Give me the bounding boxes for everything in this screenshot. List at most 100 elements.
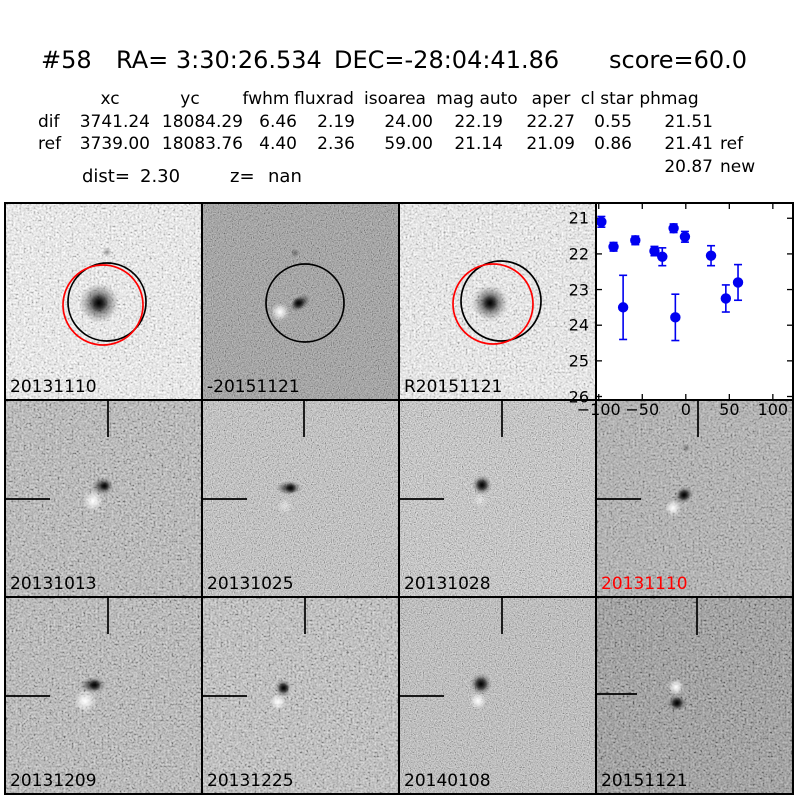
cutout-diff-image[interactable]: -20151121 [201,202,400,401]
cutout-epoch-1[interactable]: 20131013 [4,399,203,598]
col-header-yc: yc [180,89,200,109]
cutout-label: 20131025 [207,574,294,595]
ref-phmag: 21.41 [664,134,713,154]
plot-ytick-label: 26 [568,387,589,406]
data-point[interactable] [732,277,744,288]
dipole-dark-core [100,481,110,491]
faint-neighbor-source [102,247,112,257]
cutout-epoch-6[interactable]: 20131225 [201,596,400,795]
dipole-dark-core [278,682,290,694]
aperture-ring-black [460,260,542,342]
cutout-ref-image[interactable]: R20151121 [398,202,597,401]
dipole-white-blob [74,690,96,712]
plot-ytick-label: 25 [568,351,589,371]
ref-yc: 18083.76 [161,134,243,154]
cutout-epoch-4-current[interactable]: 20131110 [595,399,794,598]
dif-xc: 3741.24 [79,112,150,132]
candidate-dec: DEC=-28:04:41.86 [334,46,560,74]
dif-isoarea: 24.00 [384,112,433,132]
data-point[interactable] [649,245,660,257]
data-point[interactable] [679,231,691,242]
dipole-white-blob [470,693,486,709]
ref-aper: 21.09 [526,134,575,154]
data-point[interactable] [720,293,732,304]
plot-xtick-label: 50 [719,400,740,419]
col-header-fluxrad: fluxrad [294,89,354,109]
cutout-epoch-2[interactable]: 20131025 [201,399,400,598]
faint-neighbor-source [290,248,300,258]
dipole-white-blob [665,500,681,516]
dif-fwhm: 6.46 [259,112,297,132]
row-label-ref: ref [38,134,62,154]
cutout-new-image[interactable]: 20131110 [4,202,203,401]
dipole-white-blob [83,491,103,511]
dipole-white-blob [271,303,289,321]
candidate-score: score=60.0 [609,46,748,74]
cutout-label: -20151121 [207,377,300,398]
col-header-aper: aper [531,89,571,109]
dif-magauto: 22.19 [454,112,503,132]
data-point[interactable] [670,312,681,323]
col-header-magauto: mag auto [436,89,518,109]
new-phmag: 20.87 [664,157,713,177]
data-point[interactable] [668,223,679,234]
dif-clstar: 0.55 [594,112,632,132]
ref-phmag-suffix: ref [720,134,744,154]
ref-isoarea: 59.00 [384,134,433,154]
dif-phmag: 21.51 [664,112,713,132]
dipole-dark-core [671,697,683,709]
ref-fwhm: 4.40 [259,134,297,154]
plot-ytick-label: 21 [568,208,589,228]
col-header-fwhm: fwhm [242,89,290,109]
dist-value: 2.30 [140,166,181,187]
dipole-dark-core [292,297,304,309]
dist-label: dist= [82,166,130,187]
cutout-label: R20151121 [404,377,503,398]
cutout-label: 20151121 [601,771,688,792]
dipole-dark-core [678,489,690,501]
col-header-isoarea: isoarea [364,89,426,109]
aperture-ring-black [67,262,147,342]
z-value: nan [268,166,302,187]
dipole-dark-core [89,679,101,691]
plot-ytick-label: 22 [568,244,589,264]
plot-ytick-label: 23 [568,280,589,300]
z-label: z= [230,166,255,187]
new-phmag-suffix: new [720,157,756,177]
plot-ytick-label: 24 [568,315,589,335]
candidate-id: #58 [41,46,92,74]
cutout-label: 20131225 [207,771,294,792]
cutout-epoch-5[interactable]: 20131209 [4,596,203,795]
data-point[interactable] [617,302,629,313]
plot-xtick-label: −100 [576,400,621,419]
data-point[interactable] [705,250,717,261]
cutout-epoch-7[interactable]: 20140108 [398,596,597,795]
dif-aper: 22.27 [526,112,575,132]
plot-xtick-label: −50 [625,400,660,419]
cutout-epoch-8[interactable]: 20151121 [595,596,794,795]
dipole-white-blob [668,679,684,695]
data-point[interactable] [630,235,641,246]
cutout-label: 20131013 [10,574,97,595]
dipole-white-blob [473,493,487,507]
dipole-white-blob [270,694,286,710]
cutout-label: 20131110 [10,377,97,398]
dipole-dark-blob [472,475,492,495]
lightcurve-plot[interactable] [595,202,794,401]
cutout-label: 20140108 [404,771,491,792]
data-point[interactable] [597,216,607,228]
noise-texture [597,598,792,793]
source-blob-core [482,295,498,311]
data-point[interactable] [608,241,619,252]
cutout-epoch-3[interactable]: 20131028 [398,399,597,598]
dif-yc: 18084.29 [161,112,243,132]
aperture-ring-black [265,263,345,343]
col-header-clstar: cl star [580,89,634,109]
dipole-dark-blob [470,673,492,695]
cutout-label: 20131110 [601,574,688,595]
ref-magauto: 21.14 [454,134,503,154]
row-label-dif: dif [38,112,60,132]
ref-xc: 3739.00 [79,134,150,154]
data-point[interactable] [657,251,668,262]
source-blob-core [90,294,108,312]
